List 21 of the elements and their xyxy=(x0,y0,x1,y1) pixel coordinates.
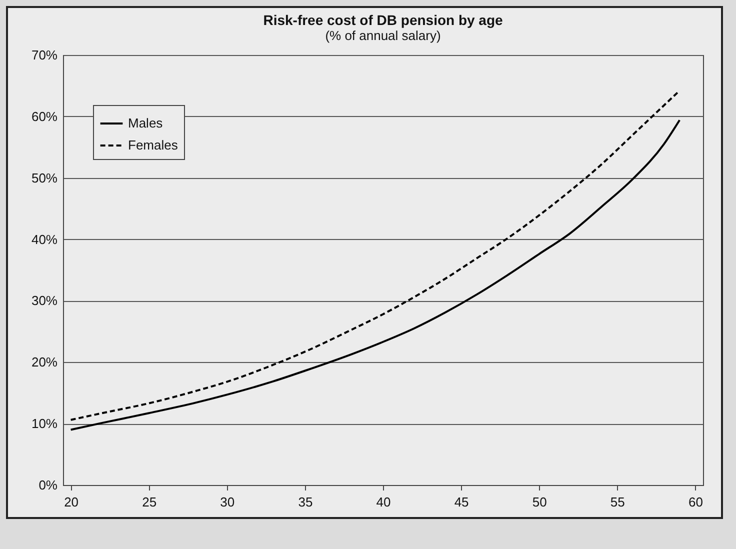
chart-subtitle: (% of annual salary) xyxy=(325,28,441,43)
y-tick-label: 70% xyxy=(31,48,58,62)
y-tick-label: 0% xyxy=(38,478,58,492)
x-tick-label: 20 xyxy=(64,494,79,510)
y-tick-label: 10% xyxy=(31,416,58,432)
legend-label: Males xyxy=(128,116,164,130)
x-tick-label: 55 xyxy=(610,494,625,510)
x-tick-label: 35 xyxy=(298,494,313,510)
y-tick-label: 40% xyxy=(31,232,58,247)
x-tick-label: 45 xyxy=(454,494,469,510)
y-tick-label: 20% xyxy=(31,354,58,370)
x-tick-label: 25 xyxy=(142,494,157,510)
y-tick-label: 60% xyxy=(31,108,58,124)
x-tick-label: 40 xyxy=(376,494,391,510)
x-tick-label: 30 xyxy=(220,494,235,510)
y-tick-label: 50% xyxy=(31,170,58,186)
x-tick-label: 60 xyxy=(688,494,703,510)
legend-label: Females xyxy=(128,138,178,152)
y-tick-label: 30% xyxy=(31,293,58,308)
chart-title: Risk-free cost of DB pension by age xyxy=(263,12,504,28)
x-tick-label: 50 xyxy=(532,494,547,510)
